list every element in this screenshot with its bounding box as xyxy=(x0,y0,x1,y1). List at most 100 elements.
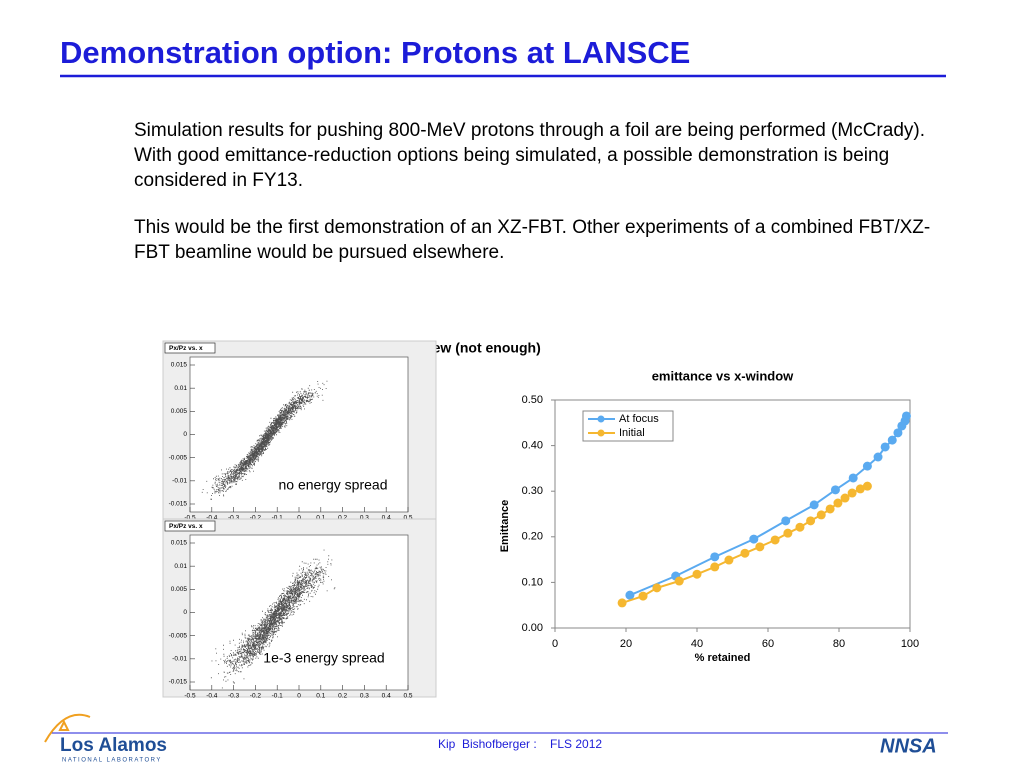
y-tick-label: 0.01 xyxy=(174,385,187,392)
paragraph: This would be the first demonstration of… xyxy=(134,217,931,263)
x-tick-label: -0.5 xyxy=(184,693,196,700)
data-point xyxy=(830,485,840,495)
y-tick-label: 0.30 xyxy=(522,485,543,497)
x-tick-label: -0.2 xyxy=(250,515,262,522)
data-point xyxy=(692,569,702,579)
data-point xyxy=(749,534,759,544)
data-point xyxy=(855,484,865,494)
y-tick-label: 0.005 xyxy=(171,586,188,593)
x-tick-label: 0.3 xyxy=(360,693,369,700)
legend-box xyxy=(582,410,674,442)
logo-left: Los Alamos xyxy=(60,735,167,756)
y-tick-label: 0.10 xyxy=(522,576,543,588)
y-tick-label: 0.015 xyxy=(171,540,188,547)
x-tick-label: 0.4 xyxy=(382,693,391,700)
panel-title-box xyxy=(164,342,216,354)
data-point xyxy=(862,461,872,471)
data-point xyxy=(887,435,897,445)
data-point xyxy=(625,590,635,600)
x-tick-label: 0.3 xyxy=(360,515,369,522)
legend-label: Initial xyxy=(619,427,645,439)
data-point xyxy=(893,428,903,438)
data-point xyxy=(770,535,780,545)
panel-label: no energy spread xyxy=(279,477,388,493)
x-tick-label: 0.1 xyxy=(316,693,325,700)
body-text: Simulation results for pushing 800-MeV p… xyxy=(134,118,954,265)
y-tick-label: -0.01 xyxy=(172,478,187,485)
legend-marker xyxy=(597,429,605,437)
paragraph: Simulation results for pushing 800-MeV p… xyxy=(134,120,925,191)
y-tick-label: 0.015 xyxy=(171,362,188,369)
x-tick-label: 0 xyxy=(552,638,558,650)
y-tick-label: -0.005 xyxy=(169,454,188,461)
logo-left-sub: NATIONAL LABORATORY xyxy=(62,758,162,764)
x-tick-label: -0.2 xyxy=(250,693,262,700)
x-tick-label: -0.4 xyxy=(206,515,218,522)
data-point xyxy=(724,555,734,565)
x-tick-label: 100 xyxy=(901,638,919,650)
data-point xyxy=(825,504,835,514)
x-tick-label: 0.2 xyxy=(338,515,347,522)
data-point xyxy=(710,562,720,572)
x-tick-label: -0.1 xyxy=(272,693,284,700)
data-point xyxy=(840,493,850,503)
data-point xyxy=(674,576,684,586)
data-point xyxy=(847,488,857,498)
y-tick-label: -0.015 xyxy=(169,679,188,686)
data-point xyxy=(755,542,765,552)
y-tick-label: 0 xyxy=(183,431,187,438)
logo-swoosh xyxy=(44,713,91,743)
footer-text: Kip Bishofberger : FLS 2012 xyxy=(438,737,602,751)
data-point xyxy=(848,473,858,483)
x-tick-label: 0.5 xyxy=(403,693,412,700)
data-point xyxy=(833,498,843,508)
y-tick-label: 0.00 xyxy=(522,622,543,634)
panel-label: 1e-3 energy spread xyxy=(263,650,384,666)
x-tick-label: -0.3 xyxy=(228,515,240,522)
y-tick-label: 0.40 xyxy=(522,440,543,452)
chart-title: emittance vs x-window xyxy=(652,368,794,383)
x-tick-label: 0.5 xyxy=(403,515,412,522)
data-point xyxy=(740,548,750,558)
logo-right: NNSA xyxy=(880,735,937,757)
x-tick-label: -0.3 xyxy=(228,693,240,700)
x-tick-label: 20 xyxy=(620,638,632,650)
y-axis-label: Emittance xyxy=(499,500,511,553)
slide-title: Demonstration option: Protons at LANSCE xyxy=(60,35,690,70)
y-tick-label: 0.20 xyxy=(522,531,543,543)
x-tick-label: 60 xyxy=(762,638,774,650)
panel-title: Px/Pz vs. x xyxy=(169,523,203,530)
x-tick-label: -0.5 xyxy=(184,515,196,522)
x-tick-label: 0.4 xyxy=(382,515,391,522)
data-point xyxy=(873,452,883,462)
x-tick-label: -0.1 xyxy=(272,515,284,522)
x-tick-label: 0 xyxy=(297,515,301,522)
x-axis-label: % retained xyxy=(695,652,751,664)
x-tick-label: 80 xyxy=(833,638,845,650)
scatter-cloud xyxy=(210,549,336,689)
y-tick-label: -0.005 xyxy=(169,632,188,639)
data-point xyxy=(652,583,662,593)
data-point xyxy=(901,411,911,421)
y-tick-label: 0 xyxy=(183,609,187,616)
x-tick-label: 0.1 xyxy=(316,515,325,522)
panel-title-box xyxy=(164,520,216,532)
data-point xyxy=(638,591,648,601)
data-point xyxy=(880,442,890,452)
data-point xyxy=(809,500,819,510)
y-tick-label: -0.015 xyxy=(169,501,188,508)
x-tick-label: 0.2 xyxy=(338,693,347,700)
plot-area xyxy=(189,534,409,691)
legend-label: At focus xyxy=(619,413,659,425)
data-point xyxy=(710,552,720,562)
panel-title: Px/Pz vs. x xyxy=(169,345,203,352)
plot-area xyxy=(189,356,409,513)
data-point xyxy=(617,598,627,608)
data-point xyxy=(806,516,816,526)
x-tick-label: 40 xyxy=(691,638,703,650)
data-point xyxy=(781,516,791,526)
legend-marker xyxy=(597,415,605,423)
scatter-cloud xyxy=(201,380,328,500)
y-tick-label: 0.50 xyxy=(522,394,543,406)
